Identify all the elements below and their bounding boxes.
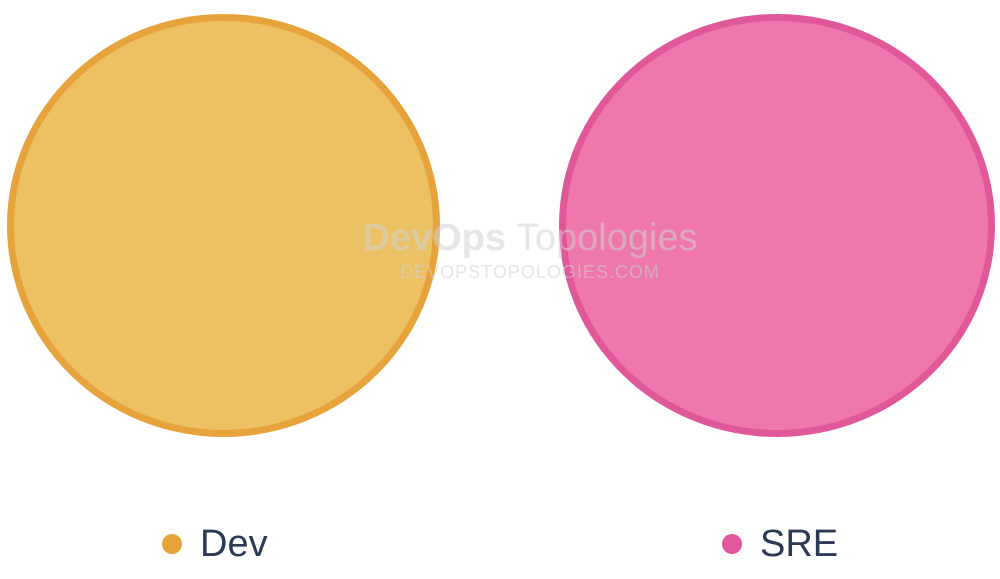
legend-dot-dev (162, 534, 182, 554)
sre-circle (559, 14, 995, 437)
legend-label-sre: SRE (760, 523, 839, 565)
legend-dot-sre (722, 534, 742, 554)
dev-circle (7, 14, 440, 437)
legend-label-dev: Dev (200, 523, 268, 565)
legend-item-sre: SRE (722, 520, 838, 568)
legend-item-dev: Dev (162, 520, 268, 568)
